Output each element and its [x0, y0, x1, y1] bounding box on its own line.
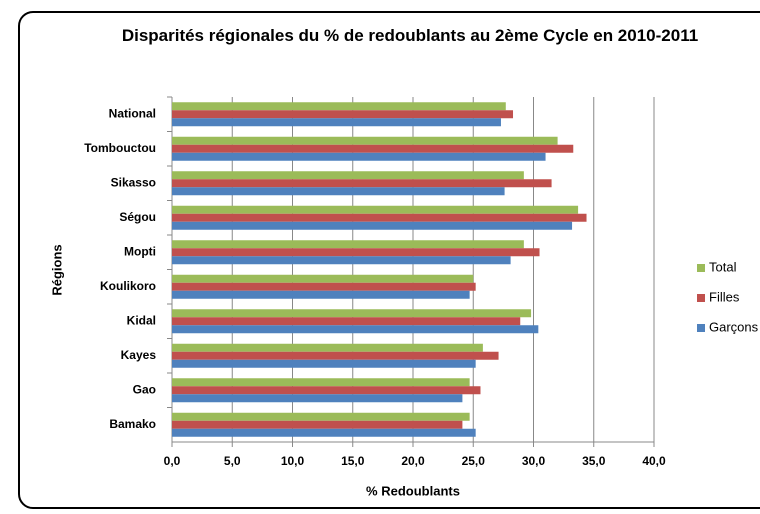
bar [172, 290, 470, 299]
bar [172, 359, 476, 368]
bar [172, 317, 521, 326]
y-axis-label: Régions [49, 244, 64, 295]
bar [172, 187, 505, 196]
bar [172, 274, 474, 283]
x-tick-label: 15,0 [341, 454, 365, 468]
bar [172, 309, 532, 318]
x-axis-label: % Redoublants [366, 483, 460, 498]
bar [172, 240, 524, 249]
legend-swatch [697, 294, 705, 302]
bar [172, 351, 499, 360]
bar [172, 420, 463, 429]
y-tick-label: Kidal [127, 313, 156, 327]
y-tick-label: Mopti [124, 244, 156, 258]
bar [172, 144, 574, 153]
x-tick-label: 40,0 [642, 454, 666, 468]
bar [172, 412, 470, 421]
x-tick-label: 25,0 [462, 454, 486, 468]
x-tick-label: 0,0 [164, 454, 181, 468]
chart-title: Disparités régionales du % de redoublant… [121, 26, 699, 45]
bar [172, 110, 514, 119]
legend-label: Total [709, 259, 737, 274]
y-tick-label: Ségou [119, 210, 156, 224]
x-tick-label: 30,0 [522, 454, 546, 468]
legend-swatch [697, 264, 705, 272]
bar [172, 386, 481, 395]
x-tick-label: 5,0 [224, 454, 241, 468]
y-tick-label: Gao [133, 382, 156, 396]
y-tick-label: Koulikoro [100, 279, 156, 293]
bar [172, 428, 476, 437]
bar [172, 136, 558, 145]
bar [172, 325, 539, 334]
bar [172, 256, 511, 265]
x-tick-label: 35,0 [582, 454, 606, 468]
y-tick-label: Kayes [121, 348, 157, 362]
legend-label: Garçons [709, 319, 759, 334]
bar [172, 343, 483, 352]
bar [172, 102, 506, 111]
bar [172, 152, 546, 161]
bar [172, 282, 476, 291]
y-tick-label: Bamako [109, 417, 156, 431]
bar [172, 171, 524, 180]
bar [172, 248, 540, 257]
bar [172, 394, 463, 403]
legend-swatch [697, 324, 705, 332]
x-tick-label: 10,0 [281, 454, 305, 468]
y-tick-label: Tombouctou [84, 141, 156, 155]
x-tick-label: 20,0 [401, 454, 425, 468]
bar [172, 378, 470, 387]
y-tick-label: Sikasso [111, 175, 156, 189]
bar [172, 179, 552, 188]
bar [172, 213, 587, 222]
bar [172, 118, 501, 127]
y-tick-label: National [109, 106, 156, 120]
bar [172, 205, 579, 214]
bar [172, 221, 573, 230]
legend-label: Filles [709, 289, 740, 304]
